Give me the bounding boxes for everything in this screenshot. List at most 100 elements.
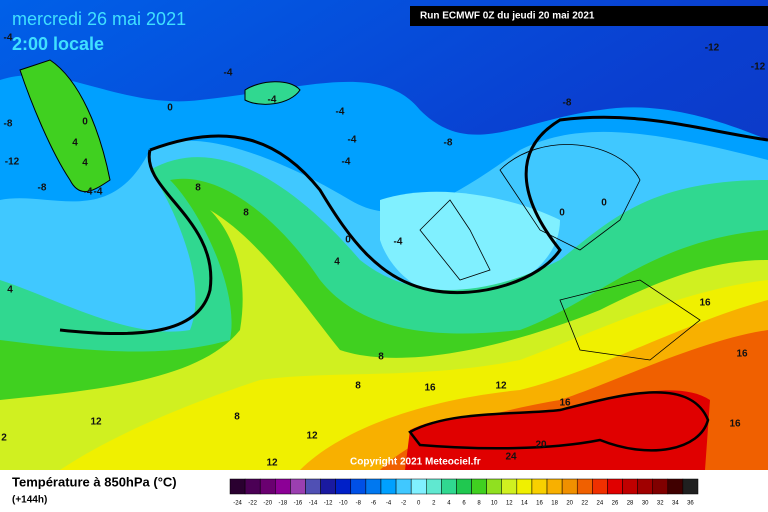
contour-label: -8 (444, 138, 453, 149)
legend-lead: (+144h) (12, 495, 47, 506)
color-swatch (229, 478, 246, 495)
color-swatch (456, 478, 472, 495)
colorbar-label: 16 (536, 501, 543, 507)
color-swatch (486, 478, 502, 495)
contour-label: -4 (84, 187, 93, 198)
contour-label: -8 (38, 183, 47, 194)
copyright: Copyright 2021 Meteociel.fr (350, 457, 481, 468)
contour-label: 12 (90, 417, 102, 428)
contour-label: 16 (699, 298, 711, 309)
contour-label: -8 (563, 98, 572, 109)
color-swatch (335, 478, 352, 495)
contour-label: -4 (94, 187, 103, 198)
contour-label: 12 (306, 431, 318, 442)
colorbar-label: 18 (551, 501, 558, 507)
color-swatch (652, 478, 669, 495)
contour-label: 12 (266, 458, 278, 469)
colorbar-label: 34 (672, 501, 679, 507)
colorbar-label: 24 (597, 501, 604, 507)
contour-label: -4 (342, 157, 351, 168)
color-swatch (410, 478, 427, 495)
colorbar-label: -20 (263, 501, 272, 507)
contour-label: 4 (7, 285, 13, 296)
color-swatch (622, 478, 638, 495)
color-swatch (637, 478, 653, 495)
colorbar-label: 30 (642, 501, 649, 507)
color-swatch (531, 478, 548, 495)
colorbar-label: -2 (401, 501, 407, 507)
color-swatch (561, 478, 578, 495)
colorbar-label: 4 (447, 501, 451, 507)
color-swatch (501, 478, 518, 495)
color-swatch (682, 478, 699, 495)
contour-label: -4 (4, 33, 13, 44)
colorbar-label: 6 (462, 501, 466, 507)
colorbar-label: 22 (581, 501, 588, 507)
contour-label: -12 (751, 62, 766, 73)
colorbar-label: -14 (309, 501, 318, 507)
contour-label: 0 (601, 198, 607, 209)
color-swatch (380, 478, 397, 495)
colorbar-label: 14 (521, 501, 528, 507)
contour-label: 0 (82, 117, 88, 128)
color-swatch (365, 478, 382, 495)
color-swatch (395, 478, 412, 495)
contour-label: 16 (729, 419, 741, 430)
color-swatch (426, 478, 442, 495)
colorbar-label: 20 (566, 501, 573, 507)
contour-label: -8 (4, 119, 13, 130)
colorbar-label: -4 (386, 501, 392, 507)
run: Run ECMWF 0Z du jeudi 20 mai 2021 (420, 11, 595, 22)
color-swatch (305, 478, 321, 495)
color-swatch (290, 478, 306, 495)
time: 2:00 locale (12, 34, 104, 54)
contour-label: 16 (736, 349, 748, 360)
color-swatch (441, 478, 457, 495)
contour-label: 0 (345, 235, 351, 246)
colorbar: -24 -22 -20 -18 -16 -14 -12 -10 -8 -6 -4 -2 0 2 4 6 8 10 1… (229, 478, 699, 507)
color-swatch (576, 478, 593, 495)
colorbar-label: 12 (506, 501, 513, 507)
contour-label: 0 (167, 103, 173, 114)
contour-label: 8 (243, 208, 249, 219)
colorbar-label: 32 (657, 501, 664, 507)
colorbar-label: -12 (324, 501, 333, 507)
colorbar-label: 36 (687, 501, 694, 507)
contour-label: 16 (559, 398, 571, 409)
color-swatch (471, 478, 487, 495)
color-swatch (244, 478, 261, 495)
colorbar-label: 8 (477, 501, 481, 507)
contour-label: 8 (195, 183, 201, 194)
colorbar-label: -24 (233, 501, 242, 507)
colorbar-label: 2 (432, 501, 436, 507)
map (0, 0, 768, 471)
color-swatch (259, 478, 276, 495)
colorbar-label: 26 (612, 501, 619, 507)
run-box (410, 6, 768, 26)
color-swatch (516, 478, 533, 495)
contour-label: -4 (348, 135, 357, 146)
color-swatch (667, 478, 684, 495)
contour-label: 0 (559, 208, 565, 219)
contour-label: 20 (535, 440, 547, 451)
contour-label: 4 (72, 138, 78, 149)
color-swatch (320, 478, 336, 495)
colorbar-label: -8 (356, 501, 362, 507)
contour-label: 8 (378, 352, 384, 363)
contour-label: 4 (334, 257, 340, 268)
contour-label: 16 (424, 383, 436, 394)
contour-label: -4 (336, 107, 345, 118)
color-swatch (592, 478, 608, 495)
colorbar-label: -22 (248, 501, 257, 507)
contour-label: 2 (1, 433, 7, 444)
color-swatch (350, 478, 367, 495)
contour-label: 8 (355, 381, 361, 392)
contour-label: -12 (5, 157, 20, 168)
colorbar-label: -18 (279, 501, 288, 507)
contour-label: -4 (268, 95, 277, 106)
contour-label: -12 (705, 43, 720, 54)
colorbar-label: -6 (371, 501, 377, 507)
